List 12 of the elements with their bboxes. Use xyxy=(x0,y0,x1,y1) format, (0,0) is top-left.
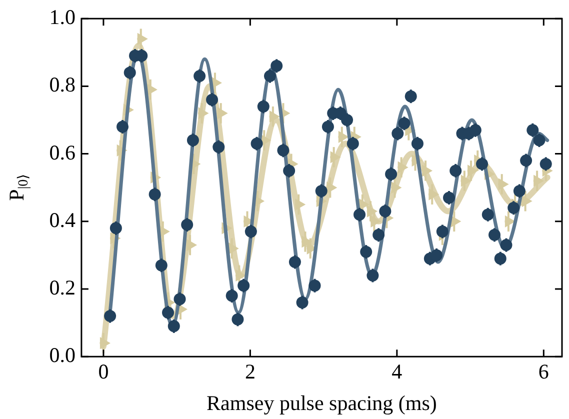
x-tick-label: 2 xyxy=(244,360,256,384)
x-axis-title: Ramsey pulse spacing (ms) xyxy=(206,390,437,415)
y-tick-label: 0.2 xyxy=(49,276,76,300)
y-tick-label: 1.0 xyxy=(49,5,76,30)
y-axis-title: P|0⟩ xyxy=(4,174,32,201)
y-tick-label: 0.4 xyxy=(49,208,76,232)
y-tick-label: 0.6 xyxy=(49,140,76,164)
y-tick-label: 0.8 xyxy=(49,72,76,97)
y-tick-label: 0.0 xyxy=(49,343,76,368)
x-tick-label: 4 xyxy=(392,360,403,384)
x-tick-label: 6 xyxy=(538,360,549,384)
x-tick-label: 0 xyxy=(98,360,109,384)
